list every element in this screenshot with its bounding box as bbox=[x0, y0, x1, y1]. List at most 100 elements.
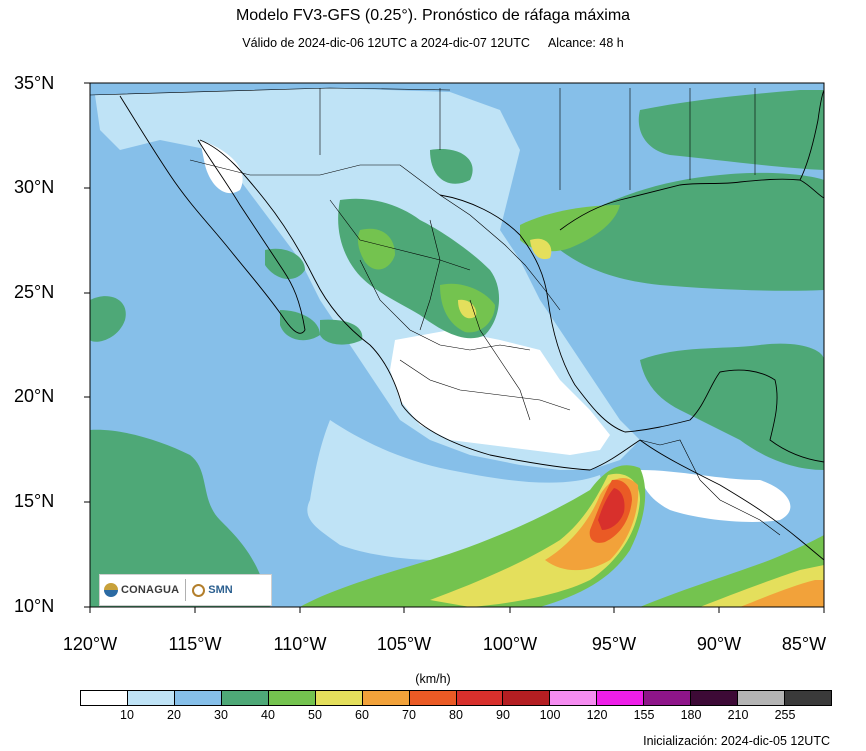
logo-divider bbox=[185, 579, 187, 601]
colorbar-swatch bbox=[408, 691, 456, 705]
map-subtitle: Válido de 2024-dic-06 12UTC a 2024-dic-0… bbox=[0, 36, 866, 50]
colorbar-tick-label: 60 bbox=[355, 708, 369, 722]
coast-florida bbox=[799, 89, 824, 181]
border-states-1 bbox=[329, 199, 471, 271]
smn-emblem-icon bbox=[192, 583, 206, 597]
colorbar-units: (km/h) bbox=[415, 672, 451, 686]
colorbar-swatch bbox=[502, 691, 550, 705]
border-states-5 bbox=[419, 219, 441, 331]
border-us-states bbox=[319, 88, 756, 190]
coast-mainland-west bbox=[199, 139, 824, 561]
lat-label-10: 10°N bbox=[14, 596, 55, 616]
colorbar-swatch bbox=[220, 691, 268, 705]
colorbar-swatch bbox=[784, 691, 831, 705]
colorbar-swatch bbox=[690, 691, 738, 705]
field-tehuantepec-yellow bbox=[430, 473, 640, 607]
lat-label-35: 35°N bbox=[14, 73, 55, 93]
border-guatemala bbox=[639, 439, 701, 481]
colorbar-tick-label: 255 bbox=[774, 708, 796, 722]
colorbar-swatch bbox=[361, 691, 409, 705]
lat-label-15: 15°N bbox=[14, 491, 55, 511]
field-tehuantepec-core bbox=[598, 488, 625, 530]
colorbar-tick-label: 90 bbox=[496, 708, 510, 722]
lon-label-115w: 115°W bbox=[168, 634, 222, 654]
forecast-range: Alcance: 48 h bbox=[547, 36, 624, 50]
colorbar-ticks: 10 20 30 40 50 60 70 80 90 100 120 155 180 210 255 bbox=[80, 708, 832, 726]
axis-ticks bbox=[84, 82, 825, 613]
field-baja-green2 bbox=[280, 310, 320, 341]
valid-period: Válido de 2024-dic-06 12UTC a 2024-dic-0… bbox=[242, 36, 530, 50]
conagua-wordmark: CONAGUA bbox=[121, 584, 180, 596]
lon-label-110w: 110°W bbox=[273, 634, 327, 654]
colorbar-swatch bbox=[596, 691, 644, 705]
smn-logo: SMN bbox=[192, 583, 233, 597]
lat-label-30: 30°N bbox=[14, 177, 55, 197]
field-white-2 bbox=[200, 140, 243, 194]
border-states-3 bbox=[399, 359, 571, 411]
conagua-logo: CONAGUA bbox=[100, 583, 179, 597]
colorbar-swatch bbox=[314, 691, 362, 705]
colorbar bbox=[80, 690, 832, 706]
colorbar-swatch bbox=[267, 691, 315, 705]
lon-label-105w: 105°W bbox=[376, 634, 432, 654]
border-states-4 bbox=[469, 299, 531, 421]
field-us-green bbox=[638, 90, 824, 170]
conagua-emblem-icon bbox=[104, 583, 118, 597]
field-papagayo-orange bbox=[740, 580, 824, 607]
lon-label-85w: 85°W bbox=[781, 634, 827, 654]
colorbar-swatch bbox=[81, 691, 127, 705]
initialization-time: Inicialización: 2024-dic-05 12UTC bbox=[643, 734, 830, 748]
colorbar-tick-label: 30 bbox=[214, 708, 228, 722]
field-white-core bbox=[390, 330, 610, 455]
border-us-mexico-2 bbox=[189, 159, 561, 311]
colorbar-swatch bbox=[126, 691, 174, 705]
field-nmex-lightgreen bbox=[357, 228, 395, 270]
field-caribbean-green bbox=[640, 343, 824, 470]
colorbar-tick-label: 100 bbox=[539, 708, 561, 722]
colorbar-tick-label: 180 bbox=[680, 708, 702, 722]
coast-us-gulf bbox=[559, 178, 824, 231]
colorbar-tick-label: 10 bbox=[120, 708, 134, 722]
coast-baja-west bbox=[119, 95, 306, 334]
field-pacific-green-2 bbox=[90, 296, 126, 342]
smn-wordmark: SMN bbox=[208, 584, 233, 596]
field-white-3 bbox=[640, 470, 791, 522]
colorbar-swatch bbox=[549, 691, 597, 705]
border-states-2 bbox=[359, 259, 531, 351]
field-pacific-green bbox=[90, 429, 270, 607]
colorbar-tick-label: 50 bbox=[308, 708, 322, 722]
colorbar-tick-label: 40 bbox=[261, 708, 275, 722]
map-title: Modelo FV3-GFS (0.25°). Pronóstico de rá… bbox=[235, 7, 631, 24]
coast-gulf bbox=[439, 194, 824, 463]
lon-label-100w: 100°W bbox=[482, 634, 538, 654]
agency-logos: CONAGUA SMN bbox=[99, 574, 272, 606]
field-gulf-green bbox=[560, 172, 824, 291]
field-gulf-green2 bbox=[520, 205, 620, 252]
lat-label-20: 20°N bbox=[14, 386, 55, 406]
colorbar-swatch bbox=[455, 691, 503, 705]
colorbar-swatch bbox=[173, 691, 221, 705]
border-us-mexico bbox=[90, 87, 451, 96]
colorbar-swatch bbox=[737, 691, 785, 705]
field-us-green-2 bbox=[430, 149, 473, 184]
map-frame bbox=[89, 82, 825, 608]
lon-label-90w: 90°W bbox=[696, 634, 742, 654]
border-central-am bbox=[699, 479, 781, 536]
coastlines bbox=[119, 89, 824, 561]
lon-label-120w: 120°W bbox=[62, 634, 118, 654]
field-gulf-yellow bbox=[530, 238, 552, 260]
colorbar-tick-label: 155 bbox=[633, 708, 655, 722]
lon-label-95w: 95°W bbox=[591, 634, 637, 654]
colorbar-tick-label: 80 bbox=[449, 708, 463, 722]
field-gulf-calif-green bbox=[320, 319, 363, 345]
colorbar-tick-label: 120 bbox=[586, 708, 608, 722]
colorbar-tick-label: 20 bbox=[167, 708, 181, 722]
colorbar-tick-label: 210 bbox=[727, 708, 749, 722]
coast-baja-east bbox=[197, 139, 306, 331]
field-baja-green bbox=[265, 248, 305, 280]
lat-label-25: 25°N bbox=[14, 282, 55, 302]
borders bbox=[90, 87, 781, 536]
colorbar-tick-label: 70 bbox=[402, 708, 416, 722]
colorbar-swatch bbox=[643, 691, 691, 705]
